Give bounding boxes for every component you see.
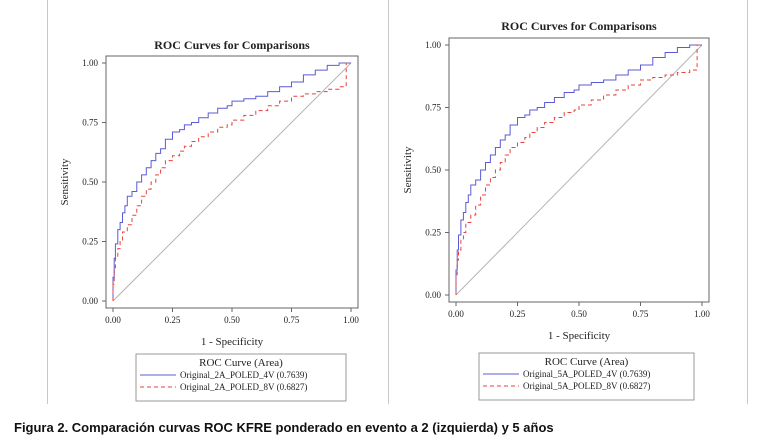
x-axis-label: 1 - Specificity — [548, 330, 611, 342]
y-tick-label: 0.50 — [82, 177, 98, 187]
roc-curve-2 — [455, 44, 702, 295]
y-tick-label: 0.25 — [82, 237, 98, 247]
y-tick-label: 0.75 — [82, 118, 98, 128]
reference-diagonal — [455, 44, 703, 296]
roc-chart-left: ROC Curves for Comparisons 0.00 0.25 0.50 0.… — [59, 38, 359, 402]
roc-curve-2 — [112, 62, 351, 301]
legend-box — [478, 352, 695, 401]
x-tick-label: 0.25 — [165, 315, 181, 325]
roc-chart-right: ROC Curves for Comparisons 0.00 0.25 0.50 0.… — [402, 19, 710, 401]
legend-entry-2: Original_5A_POLED_8V (0.6827) — [523, 381, 650, 391]
legend-entry-2: Original_2A_POLED_8V (0.6827) — [180, 382, 307, 392]
roc-curve-1 — [455, 44, 702, 295]
x-tick-label: 0.00 — [105, 315, 121, 325]
figure-caption: Figura 2. Comparación curvas ROC KFRE po… — [14, 420, 554, 435]
reference-diagonal — [112, 62, 352, 302]
y-tick-label: 0.25 — [425, 228, 441, 238]
y-axis-label: Sensitivity — [402, 146, 414, 194]
panel-left-border — [47, 0, 48, 404]
y-axis-label: Sensitivity — [59, 158, 71, 206]
y-tick-label: 0.00 — [82, 296, 98, 306]
x-tick-label: 0.25 — [510, 309, 526, 319]
legend-title: ROC Curve (Area) — [545, 356, 629, 368]
chart-title: ROC Curves for Comparisons — [154, 38, 310, 52]
legend-box — [135, 353, 347, 402]
chart-title: ROC Curves for Comparisons — [501, 19, 657, 33]
x-tick-label: 1.00 — [343, 315, 359, 325]
y-tick-label: 1.00 — [82, 58, 98, 68]
x-axis-label: 1 - Specificity — [201, 336, 264, 348]
legend-entry-1: Original_5A_POLED_4V (0.7639) — [523, 369, 650, 379]
y-tick-label: 0.75 — [425, 103, 441, 113]
legend-entry-1: Original_2A_POLED_4V (0.7639) — [180, 370, 307, 380]
panel-divider — [388, 0, 389, 404]
y-tick-label: 0.50 — [425, 165, 441, 175]
roc-curve-1 — [112, 62, 351, 301]
legend-title: ROC Curve (Area) — [199, 357, 283, 369]
x-tick-label: 0.75 — [284, 315, 300, 325]
x-tick-label: 0.00 — [448, 309, 464, 319]
x-tick-label: 0.50 — [224, 315, 240, 325]
panel-right-border — [747, 0, 748, 404]
y-tick-label: 0.00 — [425, 290, 441, 300]
x-tick-label: 0.50 — [571, 309, 587, 319]
x-tick-label: 0.75 — [633, 309, 649, 319]
y-tick-label: 1.00 — [425, 40, 441, 50]
x-tick-label: 1.00 — [694, 309, 710, 319]
